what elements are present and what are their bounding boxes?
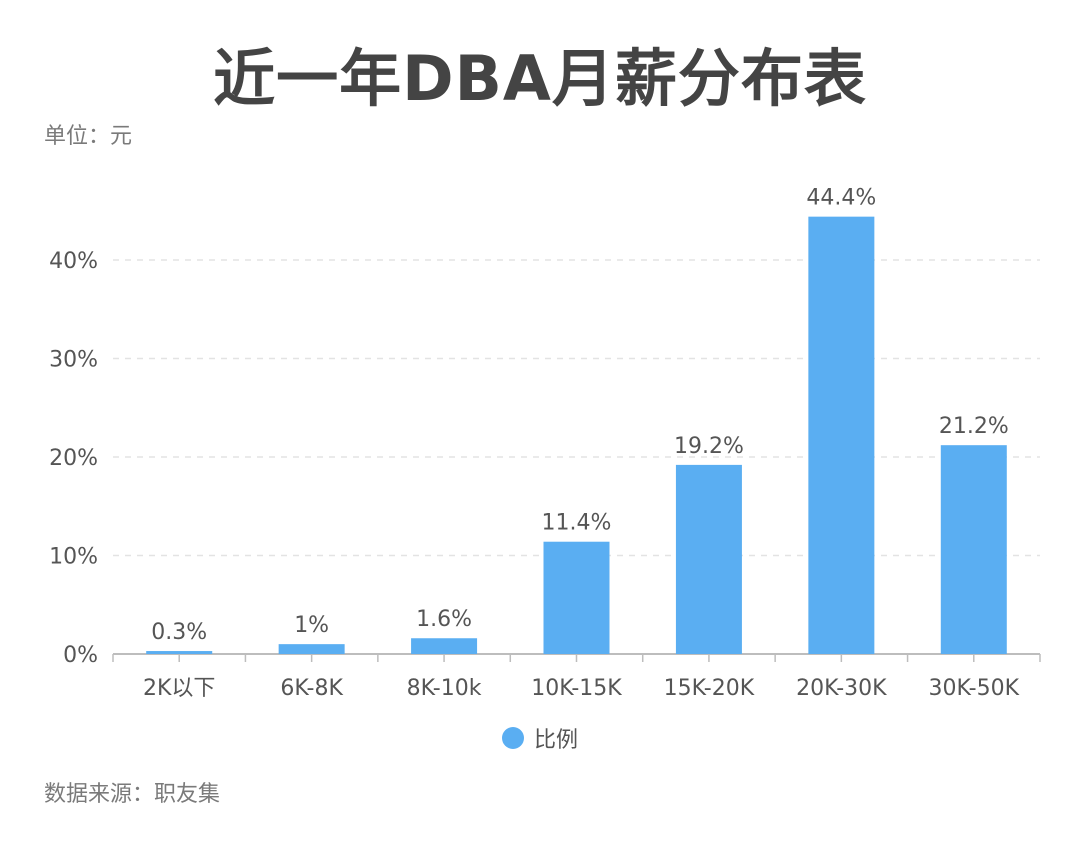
x-axis-ticks: 2K以下 6K-8K 8K-10k 10K-15K 15K-20K 20K-30K 30K-… xyxy=(112,654,1041,701)
bar xyxy=(146,651,213,654)
legend-label: 比例 xyxy=(533,728,578,753)
bar xyxy=(940,445,1007,654)
x-tick-label: 15K-20K xyxy=(664,676,755,701)
bar xyxy=(543,541,610,654)
y-tick-label: 30% xyxy=(49,348,98,373)
data-label: 11.4% xyxy=(542,511,612,536)
data-label: 19.2% xyxy=(674,434,744,459)
bar xyxy=(278,644,345,654)
data-labels: 0.3% 1% 1.6% 11.4% 19.2% 44.4% 21.2% xyxy=(151,186,1008,645)
y-tick-label: 40% xyxy=(49,249,98,274)
bar xyxy=(675,464,742,654)
bar xyxy=(808,216,875,654)
data-label: 21.2% xyxy=(939,414,1009,439)
y-tick-label: 0% xyxy=(63,643,98,668)
x-tick-label: 6K-8K xyxy=(280,676,343,701)
legend: 比例 xyxy=(0,722,1080,754)
x-tick-label: 8K-10k xyxy=(407,676,482,701)
data-label: 0.3% xyxy=(151,620,207,645)
y-tick-label: 20% xyxy=(49,446,98,471)
data-label: 1.6% xyxy=(416,607,472,632)
y-axis-ticks: 0% 10% 20% 30% 40% xyxy=(49,249,98,668)
x-tick-label: 30K-50K xyxy=(929,676,1020,701)
x-tick-label: 2K以下 xyxy=(143,676,215,701)
bars xyxy=(146,216,1007,654)
data-label: 1% xyxy=(294,613,329,638)
x-tick-label: 10K-15K xyxy=(531,676,622,701)
source-note: 数据来源：职友集 xyxy=(44,782,221,807)
bar xyxy=(411,638,478,654)
unit-label: 单位：元 xyxy=(44,124,133,149)
chart-title: 近一年DBA月薪分布表 xyxy=(213,42,867,115)
x-tick-label: 20K-30K xyxy=(796,676,887,701)
data-label: 44.4% xyxy=(806,186,876,211)
legend-marker xyxy=(501,727,524,749)
y-tick-label: 10% xyxy=(49,545,98,570)
